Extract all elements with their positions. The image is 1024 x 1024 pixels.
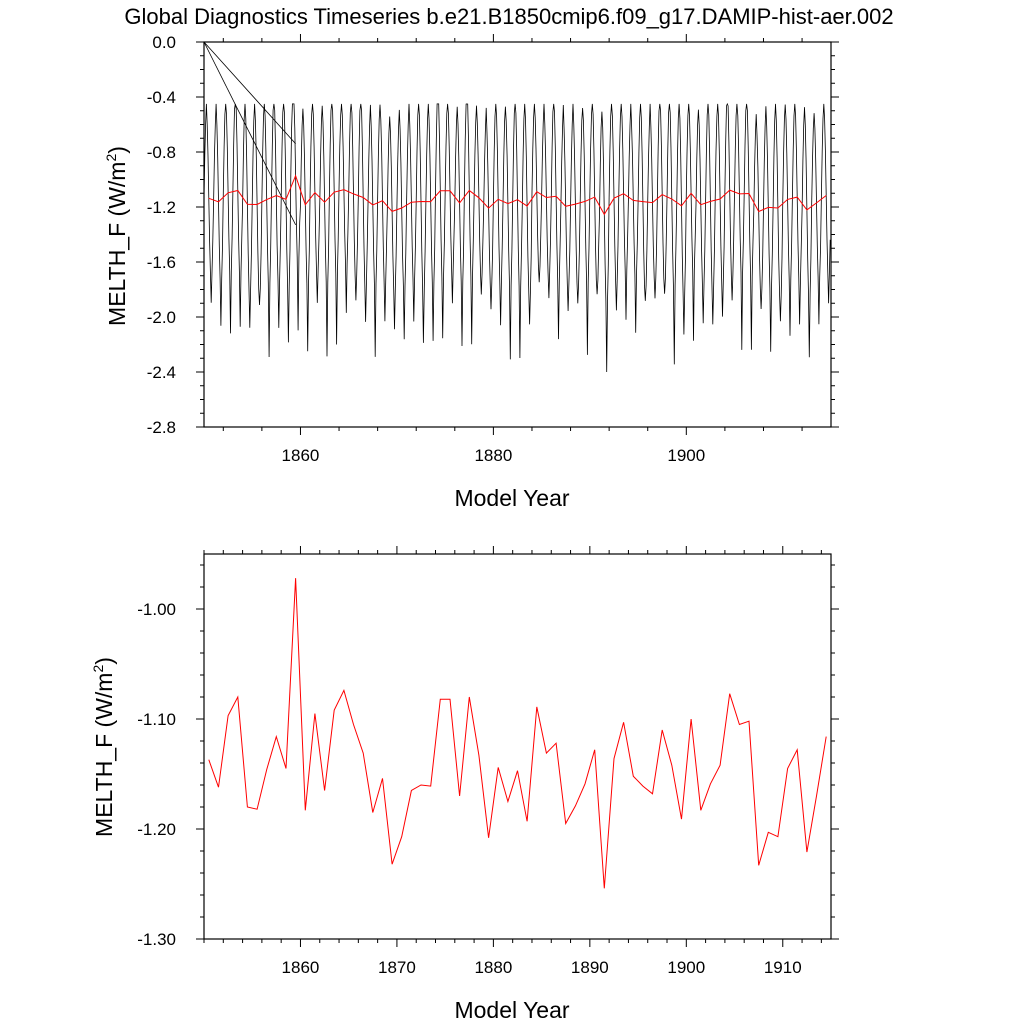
bottom-y-axis-label: MELTH_F (W/m2) [90,657,117,837]
bottom-tick-labels: 1860 1870 1880 1890 1900 1910 -1.00 -1.10 -1.20 -… [137,600,801,977]
bottom-xtick-label: 1890 [571,958,609,977]
top-y-axis-label-close: ) [104,146,130,154]
top-plot-frame [203,41,832,428]
top-ytick-label: -1.6 [147,253,176,272]
top-ytick-label: 0.0 [152,33,176,52]
top-ytick-label: -2.8 [147,418,176,437]
monthly-series-line [203,102,831,373]
top-y-axis-label-main: MELTH_F (W/m [104,162,130,326]
top-xtick-label: 1900 [667,446,705,465]
top-ytick-label: -2.0 [147,308,176,327]
artifact-line [203,41,296,145]
top-xtick-label: 1880 [474,446,512,465]
bottom-y-axis-label-sup: 2 [90,665,106,673]
annual-series-line [208,174,827,216]
bottom-xtick-label: 1860 [282,958,320,977]
bottom-ytick-label: -1.10 [137,710,176,729]
bottom-ytick-label: -1.30 [137,930,176,949]
bottom-ytick-label: -1.00 [137,600,176,619]
top-axis-ticks [196,34,839,435]
bottom-y-axis-label-main: MELTH_F (W/m [91,673,117,837]
bottom-x-axis-label: Model Year [454,997,569,1023]
top-tick-labels: 1860 1880 1900 0.0 -0.4 -0.8 -1.2 -1.6 -2.0 -2.4 -… [147,33,706,465]
top-x-axis-label: Model Year [454,485,569,511]
top-series-layer [203,41,831,373]
bottom-xtick-label: 1910 [764,958,802,977]
bottom-xtick-label: 1870 [378,958,416,977]
bottom-plot-frame [203,553,832,940]
top-ytick-label: -1.2 [147,198,176,217]
bottom-series-layer [208,578,827,889]
top-y-axis-label-sup: 2 [103,154,119,162]
bottom-y-axis-label-close: ) [91,657,117,665]
top-ytick-label: -0.8 [147,143,176,162]
top-ytick-label: -2.4 [147,363,176,382]
chart-title: Global Diagnostics Timeseries b.e21.B185… [124,4,893,29]
top-xtick-label: 1860 [282,446,320,465]
bottom-xtick-label: 1900 [667,958,705,977]
bottom-axis-ticks [196,546,839,947]
top-y-axis-label: MELTH_F (W/m2) [103,146,130,326]
bottom-panel: 1860 1870 1880 1890 1900 1910 -1.00 -1.10 -1.20 -… [90,546,839,1023]
top-panel: 1860 1880 1900 0.0 -0.4 -0.8 -1.2 -1.6 -2.0 -2.4 -… [103,33,839,511]
annual-series-line [208,578,827,889]
bottom-xtick-label: 1880 [474,958,512,977]
top-ytick-label: -0.4 [147,88,176,107]
artifact-line [203,41,296,226]
bottom-ytick-label: -1.20 [137,820,176,839]
